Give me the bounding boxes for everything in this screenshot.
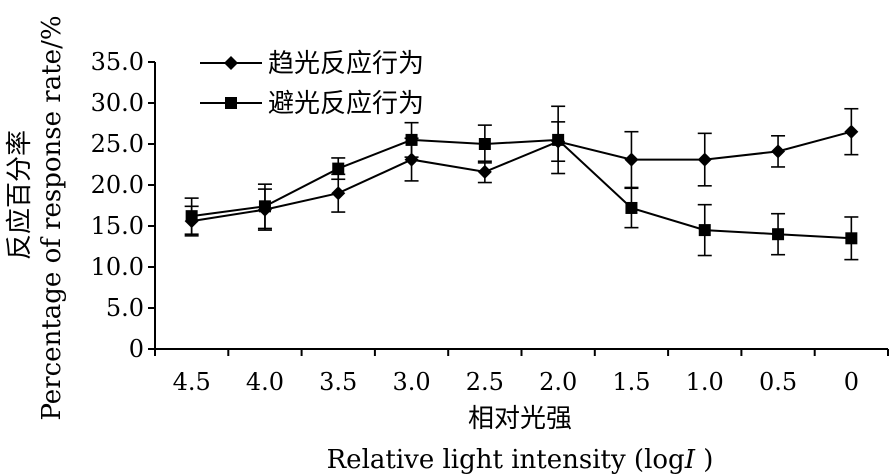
data-point-square bbox=[552, 133, 565, 146]
x-tick-label: 2.0 bbox=[539, 368, 577, 396]
data-point-square bbox=[405, 133, 418, 146]
y-tick-label: 25.0 bbox=[91, 130, 144, 158]
y-tick-label: 20.0 bbox=[91, 171, 144, 199]
legend: 趋光反应行为 避光反应行为 bbox=[200, 49, 424, 119]
data-point-square bbox=[625, 201, 638, 214]
y-tick-label: 30.0 bbox=[91, 89, 144, 117]
y-tick-label: 10.0 bbox=[91, 253, 144, 281]
x-tick-label: 0.5 bbox=[759, 368, 797, 396]
data-point-diamond bbox=[771, 144, 786, 159]
y-axis-title-en: Percentage of response rate/% bbox=[37, 15, 67, 420]
plot-area: 0 5.0 10.0 15.0 20.0 25.0 30.0 35.0 4.5 4.0 3.5 3.0… bbox=[91, 48, 889, 396]
x-tick-label: 0 bbox=[844, 368, 859, 396]
data-point-diamond bbox=[331, 186, 346, 201]
data-point-square bbox=[185, 210, 198, 223]
x-tick-label: 2.5 bbox=[466, 368, 504, 396]
data-point-diamond bbox=[624, 152, 639, 167]
x-tick-label: 3.0 bbox=[392, 368, 430, 396]
y-tick-label: 0 bbox=[129, 335, 144, 363]
data-point-square bbox=[845, 232, 858, 245]
data-point-square bbox=[698, 224, 711, 237]
data-point-square bbox=[258, 200, 271, 213]
y-tick-label: 5.0 bbox=[106, 294, 144, 322]
x-axis-title-var: I bbox=[684, 445, 696, 474]
data-point-diamond bbox=[477, 164, 492, 179]
series-line-1 bbox=[191, 130, 852, 223]
y-axis-title-cn: 反应百分率 bbox=[5, 130, 35, 260]
x-tick-label: 4.0 bbox=[246, 368, 284, 396]
x-tick-label: 3.5 bbox=[319, 368, 357, 396]
data-point-square bbox=[332, 162, 345, 175]
data-point-diamond bbox=[844, 124, 859, 139]
y-tick-label: 35.0 bbox=[91, 48, 144, 76]
legend-label-photophobia: 避光反应行为 bbox=[268, 89, 424, 119]
legend-marker-square bbox=[225, 97, 237, 109]
legend-label-phototaxis: 趋光反应行为 bbox=[268, 49, 424, 79]
series-line-2 bbox=[191, 138, 852, 240]
x-axis-title-en: Relative light intensity (logI ) bbox=[327, 445, 714, 474]
legend-marker-diamond bbox=[224, 56, 238, 70]
x-tick-label: 1.5 bbox=[612, 368, 650, 396]
y-tick-label: 15.0 bbox=[91, 212, 144, 240]
x-tick-label: 4.5 bbox=[173, 368, 211, 396]
data-point-diamond bbox=[697, 152, 712, 167]
x-tick-label: 1.0 bbox=[686, 368, 724, 396]
data-point-square bbox=[772, 228, 785, 241]
x-axis-title-cn: 相对光强 bbox=[468, 404, 572, 434]
data-point-square bbox=[478, 138, 491, 150]
data-point-diamond bbox=[404, 152, 419, 167]
